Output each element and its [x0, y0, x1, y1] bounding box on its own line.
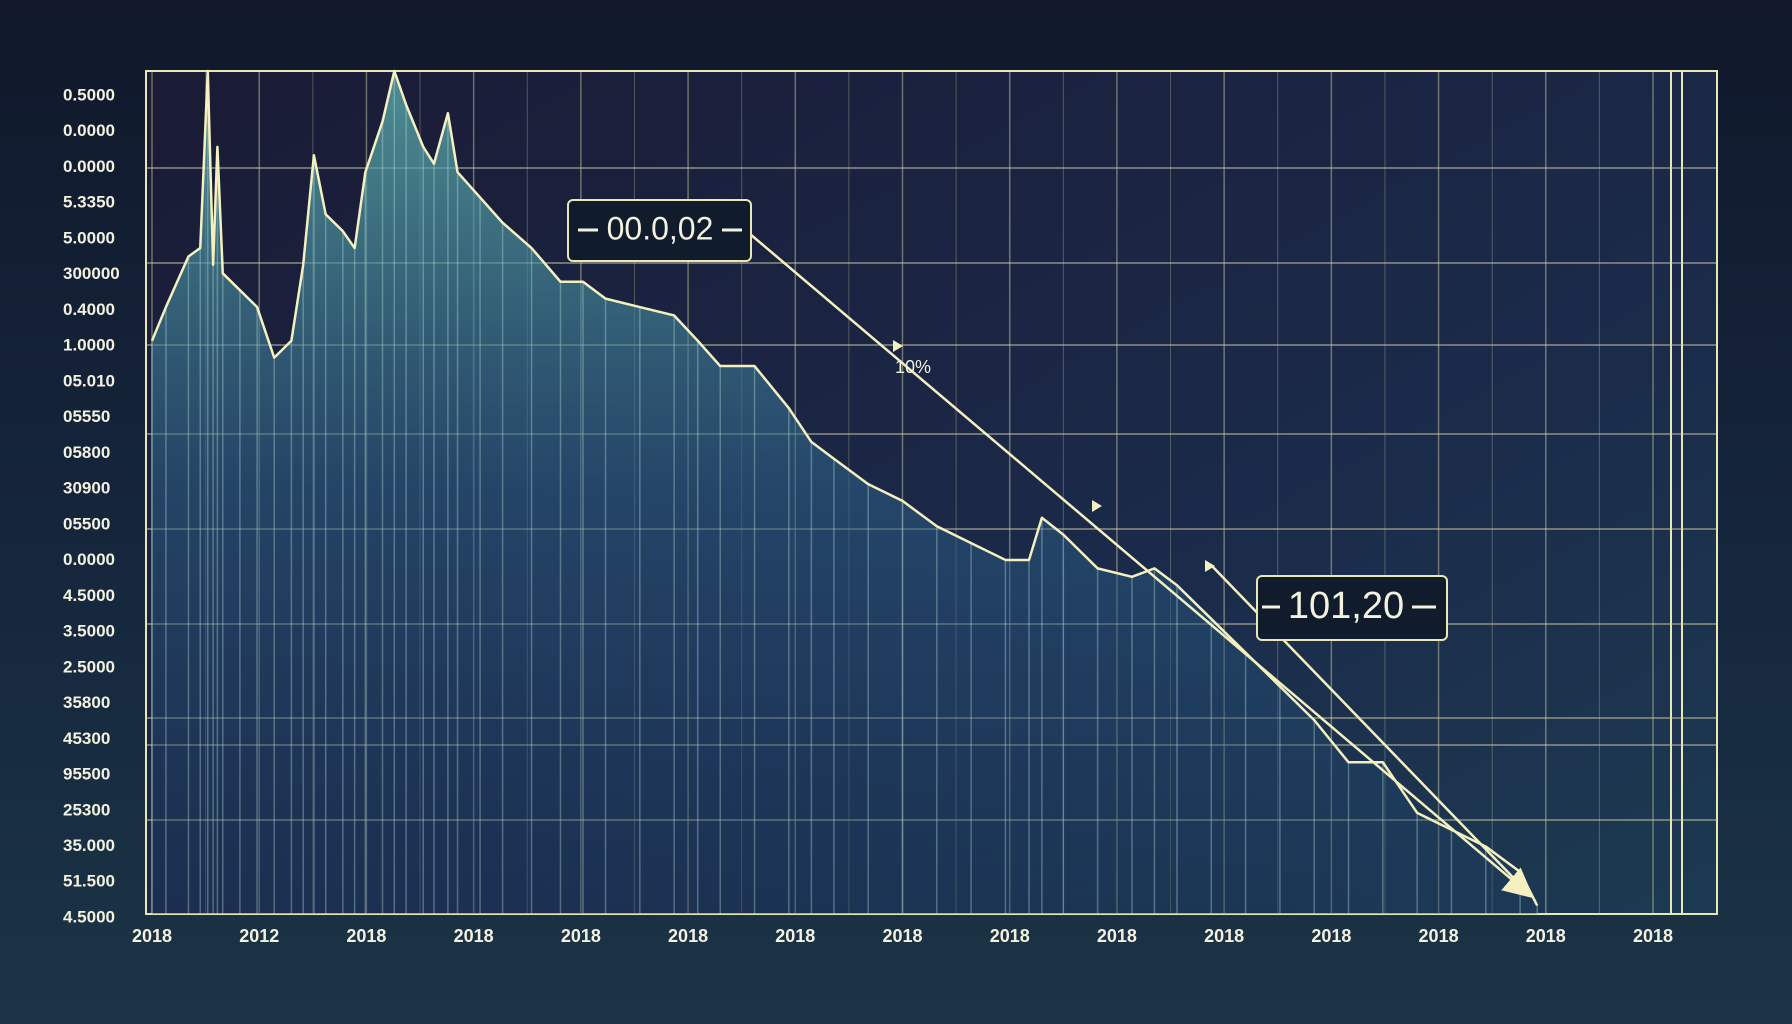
area-glow [152, 71, 1538, 914]
y-axis-label: 5.0000 [63, 228, 115, 247]
x-tick-label: 2018 [990, 926, 1030, 946]
y-axis-label: 0.5000 [63, 85, 115, 104]
y-axis-label: 95500 [63, 765, 110, 784]
y-axis-label: 51.500 [63, 872, 115, 891]
y-axis-label: 45300 [63, 729, 110, 748]
y-axis-label: 05.010 [63, 371, 115, 390]
annotation: 10% [895, 357, 931, 377]
y-axis-label: 2.5000 [63, 657, 115, 676]
annotation-box [1256, 575, 1448, 641]
x-tick-label: 2018 [882, 926, 922, 946]
y-axis-label: 3.5000 [63, 622, 115, 641]
y-axis-label: 0.4000 [63, 300, 115, 319]
x-tick-label: 2018 [346, 926, 386, 946]
trend-arrow [749, 233, 1534, 899]
y-axis-label: 5.3350 [63, 193, 115, 212]
y-axis-label: 05500 [63, 514, 110, 533]
y-axis-label: 35800 [63, 693, 110, 712]
x-tick-label: 2018 [1419, 926, 1459, 946]
y-axis-label: 300000 [63, 264, 120, 283]
y-axis-label: 35.000 [63, 836, 115, 855]
x-tick-label: 2018 [775, 926, 815, 946]
y-axis-label: 4.5000 [63, 586, 115, 605]
y-axis-label: 4.5000 [63, 907, 115, 926]
annotation-box [567, 199, 752, 262]
series-line [150, 69, 1539, 907]
y-axis-label: 30900 [63, 479, 110, 498]
annotations: 00.0,02 10% 101,20 [567, 199, 1534, 899]
x-tick-label: 2018 [454, 926, 494, 946]
x-tick-label: 2018 [1633, 926, 1673, 946]
x-tick-label: 2018 [132, 926, 172, 946]
annotation: 101,20 [1288, 585, 1404, 627]
x-tick-label: 2018 [668, 926, 708, 946]
x-tick-label: 2012 [239, 926, 279, 946]
y-axis-label: 0.0000 [63, 157, 115, 176]
marks [150, 69, 1539, 914]
y-axis-label: 0.0000 [63, 550, 115, 569]
y-axis-label: 05800 [63, 443, 110, 462]
annotation: 00.0,02 [607, 210, 714, 246]
y-axis-label: 05550 [63, 407, 110, 426]
y-axis-label: 0.0000 [63, 121, 115, 140]
x-tick-label: 2018 [561, 926, 601, 946]
x-tick-label: 2018 [1097, 926, 1137, 946]
x-tick-label: 2018 [1311, 926, 1351, 946]
y-axis-label: 25300 [63, 800, 110, 819]
x-tick-label: 2018 [1204, 926, 1244, 946]
x-tick-label: 2018 [1526, 926, 1566, 946]
y-axis-label: 1.0000 [63, 336, 115, 355]
